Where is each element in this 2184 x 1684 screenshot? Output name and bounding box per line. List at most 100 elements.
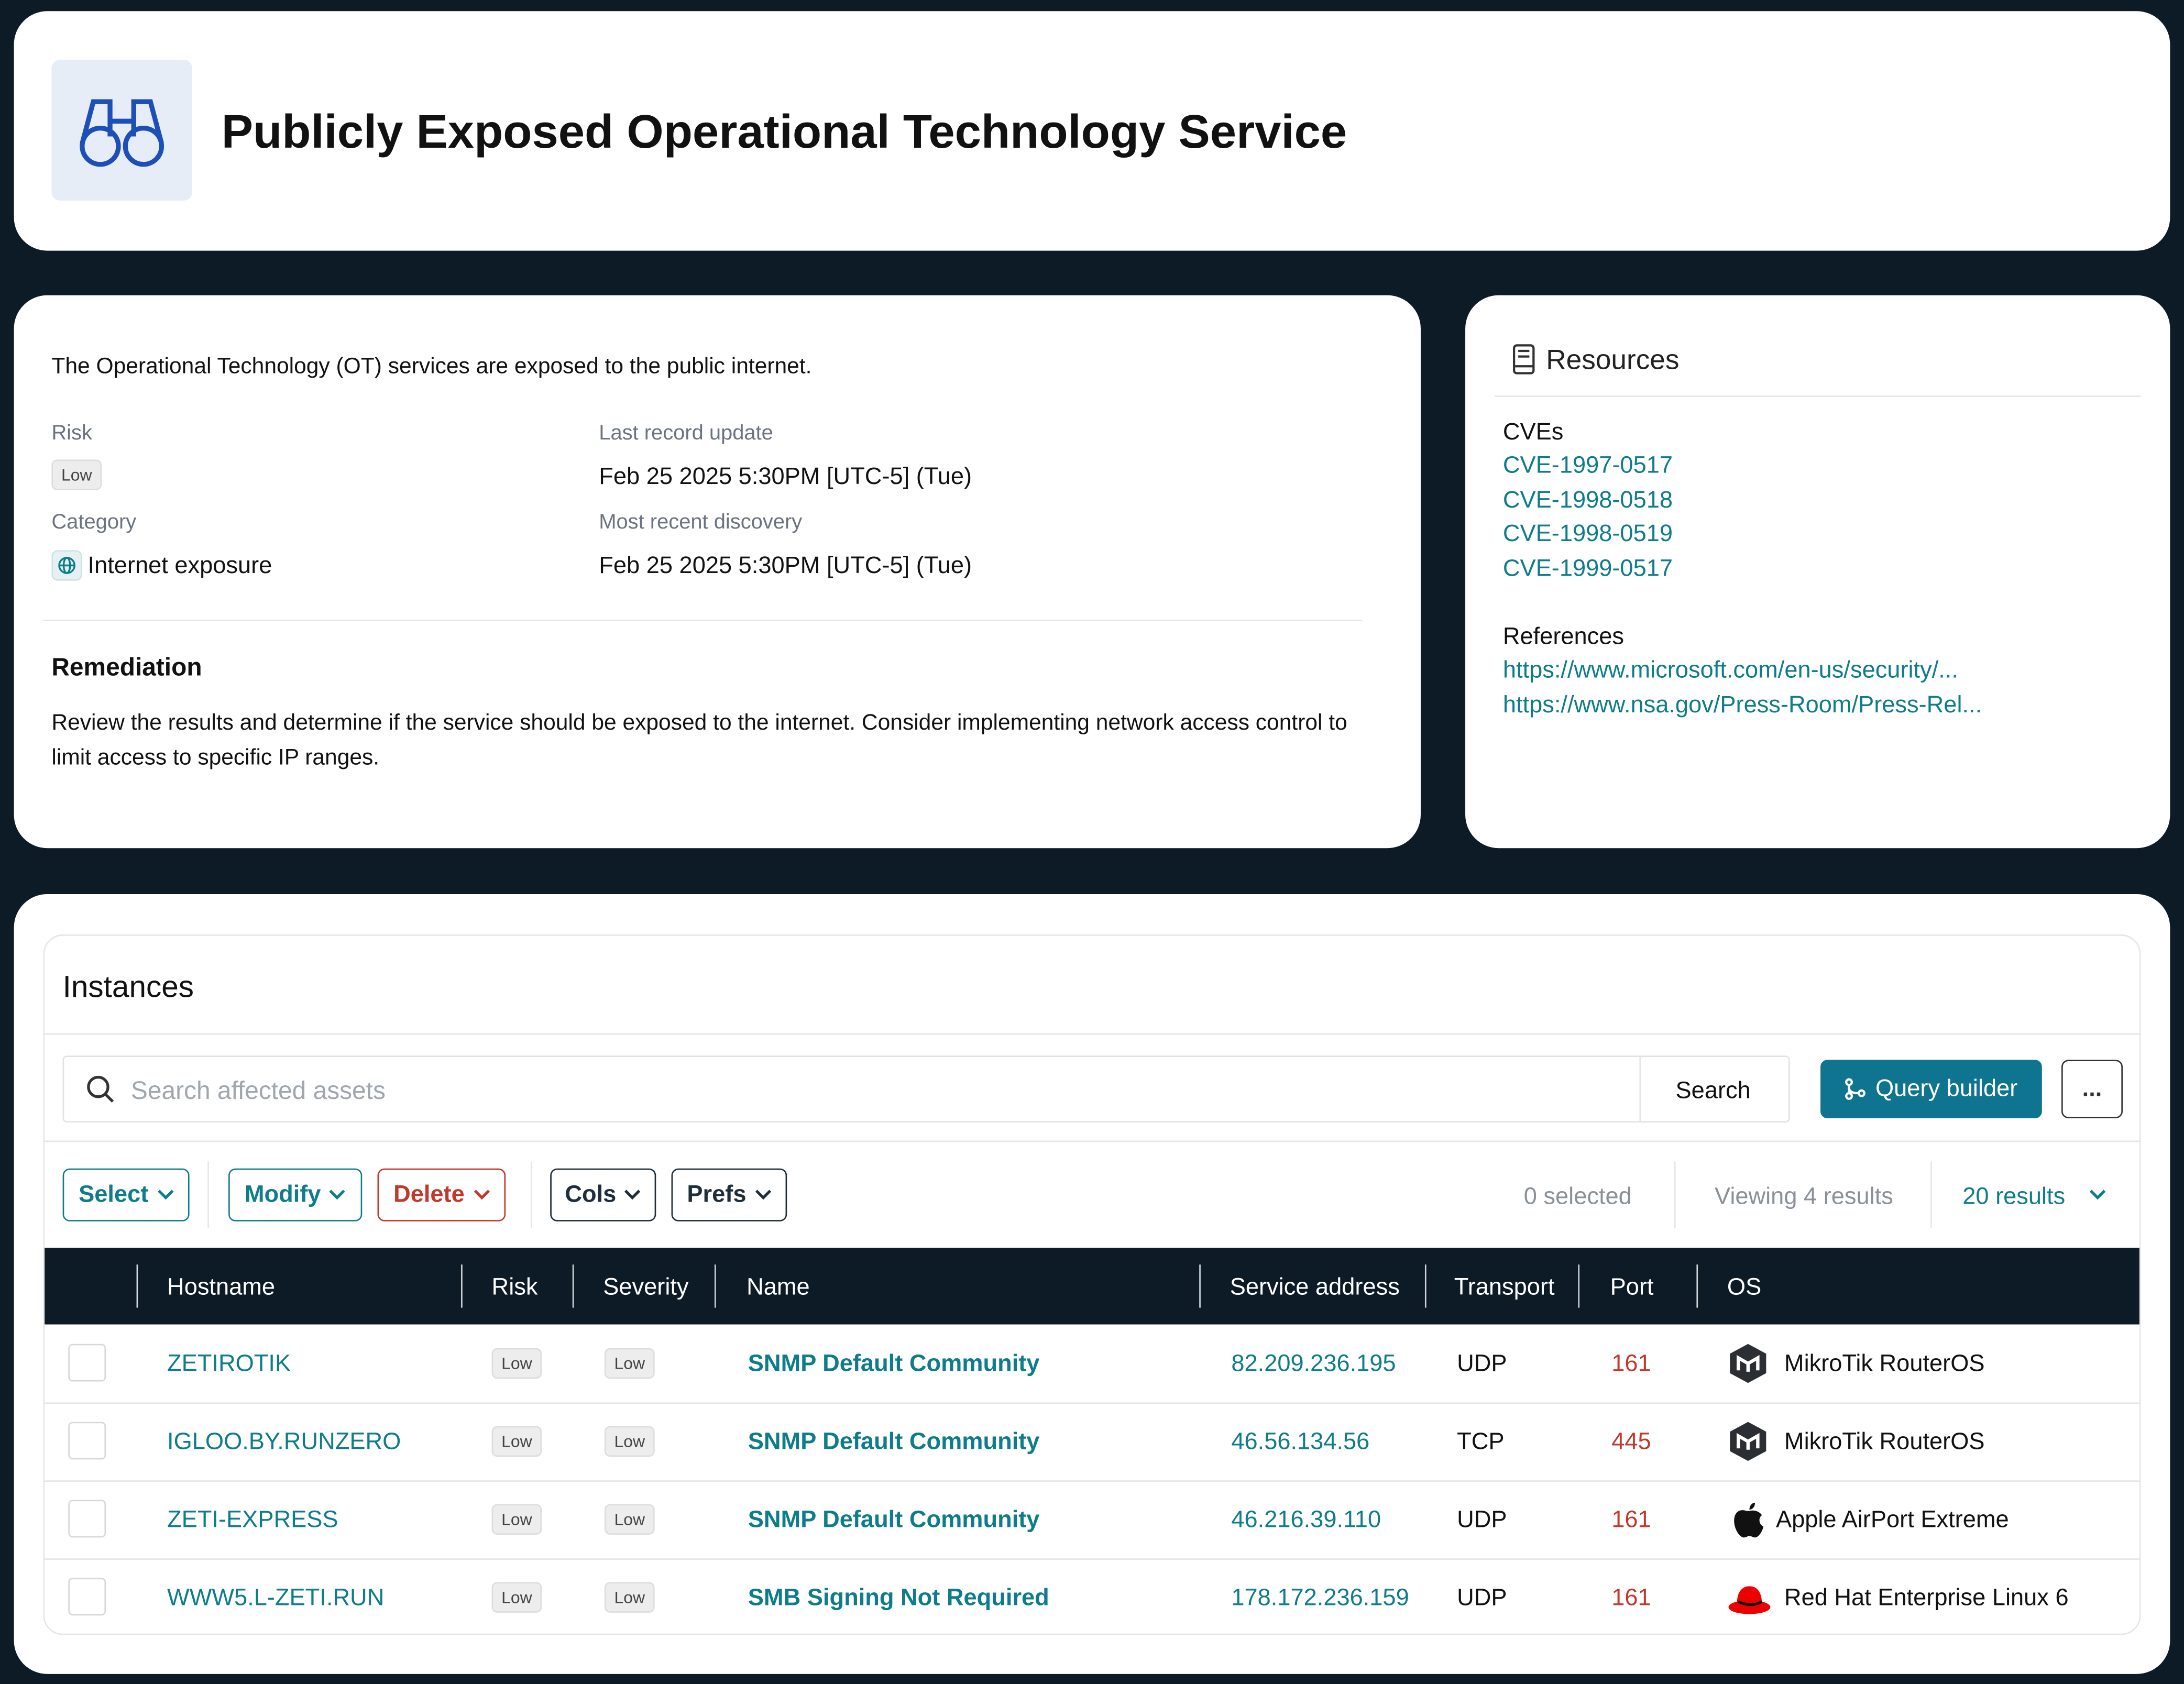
os-name: MikroTik RouterOS — [1784, 1428, 1985, 1455]
field-label: Last record update — [599, 421, 773, 445]
column-header[interactable]: Name — [747, 1273, 810, 1300]
cve-link[interactable]: CVE-1998-0519 — [1502, 520, 1673, 547]
divider — [45, 1033, 2139, 1035]
column-header[interactable]: OS — [1727, 1273, 1762, 1300]
button-label: Prefs — [687, 1181, 747, 1208]
column-header[interactable]: Port — [1610, 1273, 1654, 1300]
port: 445 — [1611, 1428, 1651, 1455]
toolbar-button[interactable]: Select — [62, 1168, 190, 1221]
column-header[interactable]: Transport — [1454, 1273, 1555, 1300]
row-divider — [45, 1558, 2139, 1560]
section-title: CVEs — [1502, 418, 1564, 445]
vulnerability-link[interactable]: SNMP Default Community — [748, 1428, 1040, 1455]
risk-badge: Low — [491, 1504, 542, 1535]
field-value: Feb 25 2025 5:30PM [UTC-5] (Tue) — [599, 463, 972, 490]
service-address-link[interactable]: 178.172.236.159 — [1231, 1584, 1409, 1611]
os-name: Red Hat Enterprise Linux 6 — [1784, 1584, 2069, 1611]
reference-link[interactable]: https://www.nsa.gov/Press-Room/Press-Rel… — [1502, 691, 1982, 718]
severity-badge: Low — [604, 1426, 655, 1457]
os-name: MikroTik RouterOS — [1784, 1350, 1985, 1377]
vulnerability-link[interactable]: SMB Signing Not Required — [748, 1584, 1049, 1611]
risk-badge: Low — [491, 1426, 542, 1457]
cve-link[interactable]: CVE-1999-0517 — [1502, 554, 1673, 581]
service-address-link[interactable]: 46.216.39.110 — [1231, 1506, 1381, 1533]
chevron-icon — [625, 1190, 641, 1200]
summary-card: The Operational Technology (OT) services… — [14, 295, 1421, 849]
severity-badge: Low — [604, 1582, 655, 1613]
selected-count: 0 selected — [1523, 1183, 1632, 1210]
hostname-link[interactable]: WWW5.L-ZETI.RUN — [167, 1584, 385, 1611]
column-header[interactable]: Severity — [603, 1273, 689, 1300]
row-checkbox[interactable] — [68, 1422, 106, 1460]
toolbar-button[interactable]: Modify — [228, 1168, 363, 1221]
instances-panel: Instances Search affected assets Search … — [43, 934, 2141, 1635]
header-icon — [51, 60, 192, 201]
section-title: References — [1502, 623, 1624, 650]
column-separator — [1578, 1264, 1580, 1308]
transport: UDP — [1457, 1350, 1507, 1377]
header-card: Publicly Exposed Operational Technology … — [14, 11, 2170, 251]
query-builder-button[interactable]: Query builder — [1820, 1060, 2042, 1119]
search-box[interactable]: Search affected assets Search — [62, 1055, 1790, 1122]
hostname-link[interactable]: ZETI-EXPRESS — [167, 1506, 338, 1533]
description: The Operational Technology (OT) services… — [51, 355, 812, 379]
search-placeholder: Search affected assets — [130, 1076, 386, 1105]
button-label: Modify — [244, 1181, 321, 1208]
os-icon — [1730, 1422, 1766, 1461]
transport: UDP — [1457, 1506, 1507, 1533]
divider — [43, 620, 1363, 621]
column-separator — [572, 1264, 574, 1308]
hostname-link[interactable]: ZETIROTIK — [167, 1350, 291, 1377]
toolbar-button[interactable]: Prefs — [671, 1168, 787, 1221]
search-button[interactable]: Search — [1675, 1077, 1751, 1104]
button-label: Query builder — [1875, 1075, 2018, 1102]
toolbar-button[interactable]: Cols — [550, 1168, 656, 1221]
remediation-text: Review the results and determine if the … — [51, 711, 1347, 771]
page-size[interactable]: 20 results — [1962, 1183, 2066, 1210]
section-title: Remediation — [51, 653, 202, 681]
divider — [1674, 1161, 1676, 1229]
instances-title: Instances — [62, 969, 194, 1004]
column-separator — [1696, 1264, 1698, 1308]
cve-link[interactable]: CVE-1997-0517 — [1502, 452, 1673, 479]
chevron-icon — [330, 1190, 346, 1200]
os-name: Apple AirPort Extreme — [1775, 1506, 2009, 1533]
severity-badge: Low — [604, 1504, 655, 1535]
row-divider — [45, 1402, 2139, 1404]
divider — [531, 1161, 532, 1229]
button-label: ... — [2082, 1075, 2102, 1102]
toolbar-button[interactable]: Delete — [377, 1168, 506, 1221]
vulnerability-link[interactable]: SNMP Default Community — [748, 1350, 1040, 1377]
reference-link[interactable]: https://www.microsoft.com/en-us/security… — [1502, 656, 1958, 684]
port: 161 — [1611, 1584, 1651, 1611]
button-label: Cols — [565, 1181, 617, 1208]
column-header[interactable]: Hostname — [167, 1273, 276, 1300]
chevron-icon — [157, 1190, 173, 1200]
column-separator — [461, 1264, 463, 1308]
search-icon — [87, 1075, 114, 1103]
chevron-icon — [755, 1190, 771, 1200]
port: 161 — [1611, 1350, 1651, 1377]
field-label: Risk — [51, 421, 92, 445]
severity-badge: Low — [604, 1348, 655, 1379]
cve-link[interactable]: CVE-1998-0518 — [1502, 486, 1673, 513]
resources-title: Resources — [1546, 345, 1680, 376]
row-checkbox[interactable] — [68, 1344, 106, 1382]
row-checkbox[interactable] — [68, 1578, 106, 1616]
book-icon — [1512, 344, 1535, 375]
row-checkbox[interactable] — [68, 1500, 106, 1538]
column-header[interactable]: Service address — [1230, 1273, 1400, 1300]
column-separator — [1199, 1264, 1201, 1308]
column-header[interactable]: Risk — [491, 1273, 538, 1300]
button-label: Delete — [393, 1181, 465, 1208]
service-address-link[interactable]: 46.56.134.56 — [1231, 1428, 1370, 1455]
more-button[interactable]: ... — [2061, 1060, 2123, 1119]
transport: TCP — [1457, 1428, 1505, 1455]
hostname-link[interactable]: IGLOO.BY.RUNZERO — [167, 1428, 401, 1455]
vulnerability-link[interactable]: SNMP Default Community — [748, 1506, 1040, 1533]
service-address-link[interactable]: 82.209.236.195 — [1231, 1350, 1396, 1377]
column-separator — [1424, 1264, 1426, 1308]
